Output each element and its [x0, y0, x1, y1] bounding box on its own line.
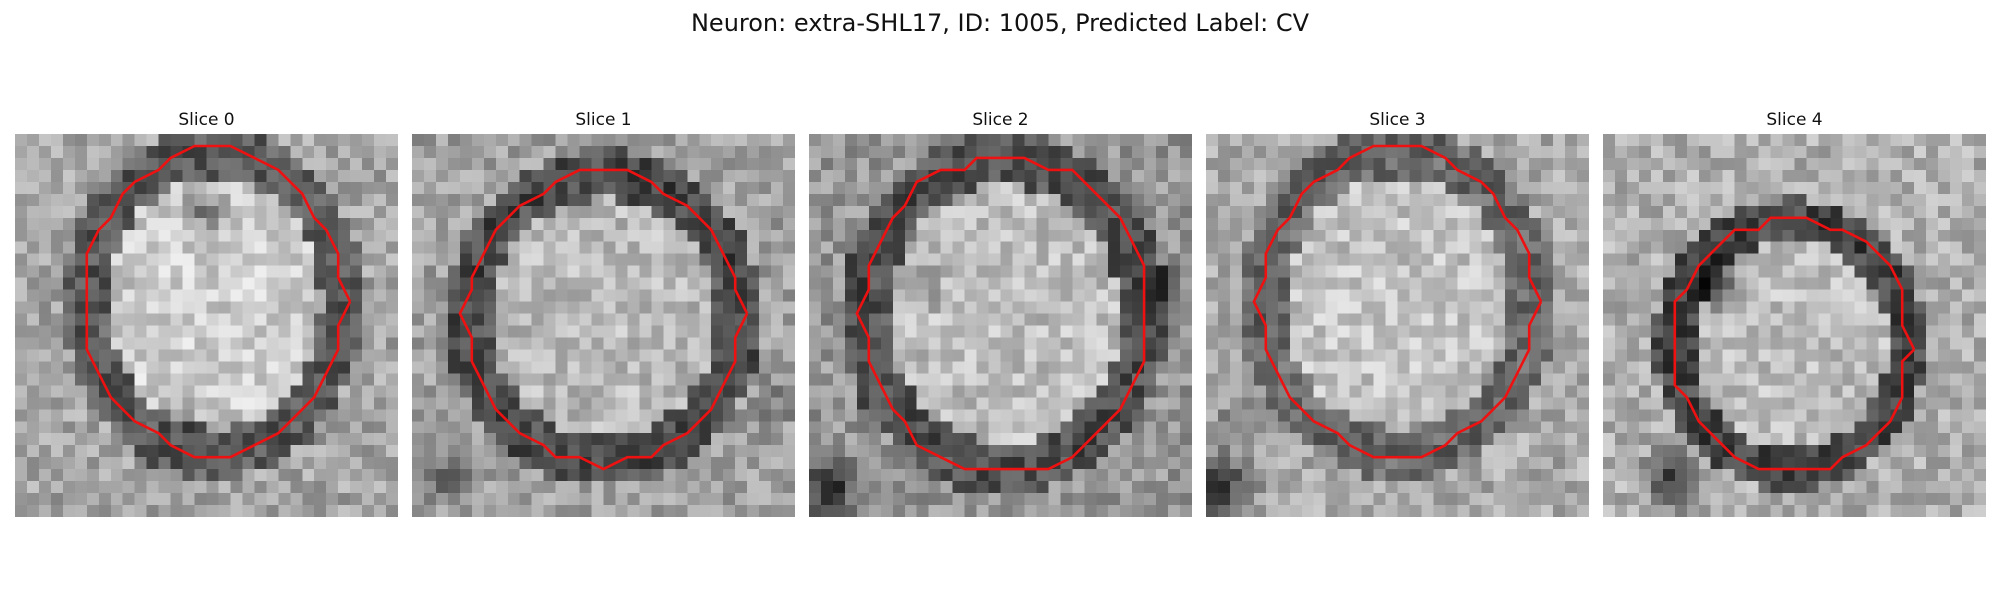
- segmentation-outline-0: [85, 144, 352, 459]
- outline-path-4: [1673, 216, 1916, 471]
- slice-image-4: [1603, 134, 1986, 517]
- slice-title-2: Slice 2: [972, 110, 1029, 130]
- segmentation-outline-4: [1673, 216, 1916, 471]
- outline-path-3: [1252, 144, 1543, 459]
- slice-title-1: Slice 1: [575, 110, 632, 130]
- slice-image-3: [1206, 134, 1589, 517]
- segmentation-outline-2: [855, 156, 1146, 471]
- slice-title-0: Slice 0: [178, 110, 235, 130]
- slice-image-0: [15, 134, 398, 517]
- figure-title: Neuron: extra-SHL17, ID: 1005, Predicted…: [690, 9, 1310, 37]
- outline-path-2: [855, 156, 1146, 471]
- slice-title-4: Slice 4: [1766, 110, 1823, 130]
- slice-image-2: [809, 134, 1192, 517]
- segmentation-outline-1: [458, 168, 749, 471]
- slice-image-1: [412, 134, 795, 517]
- outline-path-1: [458, 168, 749, 471]
- outline-path-0: [85, 144, 352, 459]
- segmentation-outline-3: [1252, 144, 1543, 459]
- slice-title-3: Slice 3: [1369, 110, 1426, 130]
